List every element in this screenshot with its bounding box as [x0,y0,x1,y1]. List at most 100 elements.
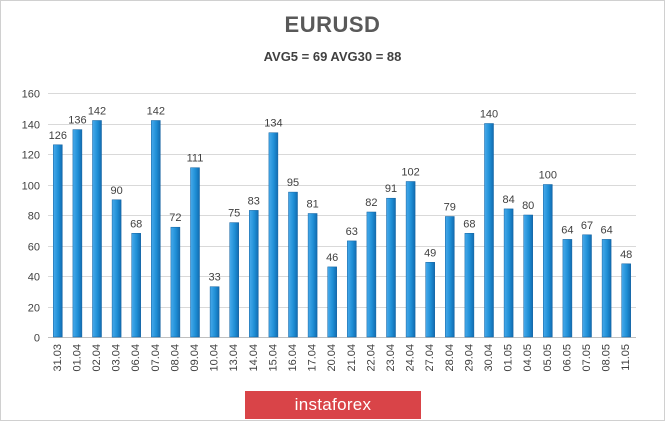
data-label: 68 [130,218,142,230]
bar [229,222,239,338]
data-label: 75 [228,208,240,220]
bar [92,120,102,338]
bar [72,129,83,338]
x-tick-label: 24.04 [405,344,417,372]
data-label: 142 [88,106,106,118]
chart-title: EURUSD [284,12,381,37]
bar [366,211,377,338]
bar [543,184,553,338]
chart-subtitle: AVG5 = 69 AVG30 = 88 [263,49,402,64]
bar [209,286,220,338]
data-label: 82 [365,197,377,209]
bar [268,132,279,338]
x-tick-label: 08.04 [169,344,181,372]
x-tick-label: 05.05 [542,344,554,372]
x-tick-label: 15.04 [267,344,279,372]
data-label: 67 [581,220,593,232]
data-label: 72 [169,212,181,224]
bar [425,262,435,338]
data-labels: 1261361429068142721113375831349581466382… [49,106,633,284]
x-tick-label: 06.05 [561,344,573,372]
bar [503,208,514,338]
bar [523,214,533,338]
data-label: 46 [326,252,338,264]
y-tick-label: 140 [22,120,40,132]
x-tick-label: 08.05 [601,344,613,372]
bar [249,210,259,338]
data-label: 80 [522,200,534,212]
bar [484,123,494,338]
data-label: 68 [463,218,475,230]
x-tick-label: 30.04 [483,344,495,372]
bars [53,120,631,338]
data-label: 63 [346,226,358,238]
y-tick-label: 60 [28,242,40,254]
x-tick-label: 01.04 [71,344,83,372]
data-label: 100 [539,170,557,182]
x-tick-label: 27.04 [424,344,436,372]
bar [601,239,612,338]
bar [151,120,161,338]
bar [621,263,631,338]
data-label: 49 [424,247,436,259]
bar [288,191,298,338]
x-tick-label: 23.04 [385,344,397,372]
data-label: 142 [147,106,165,118]
data-label: 95 [287,177,299,189]
x-tick-label: 13.04 [228,344,240,372]
x-tick-label: 16.04 [287,344,299,372]
bar [131,233,141,338]
bar [190,167,200,338]
x-tick-label: 28.04 [444,344,456,372]
bar [464,233,475,338]
y-tick-label: 100 [22,181,40,193]
bar [307,213,318,338]
bar [111,199,122,338]
x-tick-label: 31.03 [52,344,64,372]
data-label: 140 [480,109,498,121]
bar [327,266,337,338]
x-tick-label: 29.04 [463,344,475,372]
y-tick-label: 120 [22,150,40,162]
data-label: 64 [600,224,612,236]
data-label: 33 [208,272,220,284]
x-axis: 31.03 01.04 02.04 03.04 06.04 07.04 08.04 09.04… [52,344,632,372]
x-tick-label: 02.04 [91,344,103,372]
data-label: 102 [401,167,419,179]
bar [53,144,63,338]
x-tick-label: 11.05 [620,344,632,371]
bar [386,197,396,338]
instaforex-watermark-logo: instaforex [245,391,421,419]
y-tick-label: 40 [28,272,40,284]
x-tick-label: 22.04 [365,344,377,372]
x-tick-label: 07.05 [581,344,593,372]
data-label: 48 [620,249,632,261]
bar [405,181,416,338]
x-tick-label: 17.04 [307,344,319,372]
x-tick-label: 07.04 [150,344,162,372]
x-tick-label: 03.04 [111,344,123,372]
data-label: 111 [187,153,204,165]
data-label: 64 [561,224,573,236]
gridlines [48,93,636,338]
bar [562,239,573,338]
data-label: 126 [49,130,67,142]
data-label: 84 [502,194,514,206]
data-label: 83 [248,195,260,207]
x-tick-label: 10.04 [209,344,221,372]
y-axis: 0 20 40 60 80 100 120 140 160 [22,89,40,345]
x-tick-label: 21.04 [346,344,358,372]
data-label: 91 [385,183,397,195]
bar [170,226,181,338]
data-label: 134 [264,118,282,130]
bar [445,216,455,338]
y-tick-label: 0 [34,333,40,345]
y-tick-label: 20 [28,303,40,315]
data-label: 136 [68,115,86,127]
x-tick-label: 20.04 [326,344,338,372]
x-tick-label: 01.05 [503,344,515,372]
x-tick-label: 14.04 [248,344,260,372]
bar [347,240,357,338]
